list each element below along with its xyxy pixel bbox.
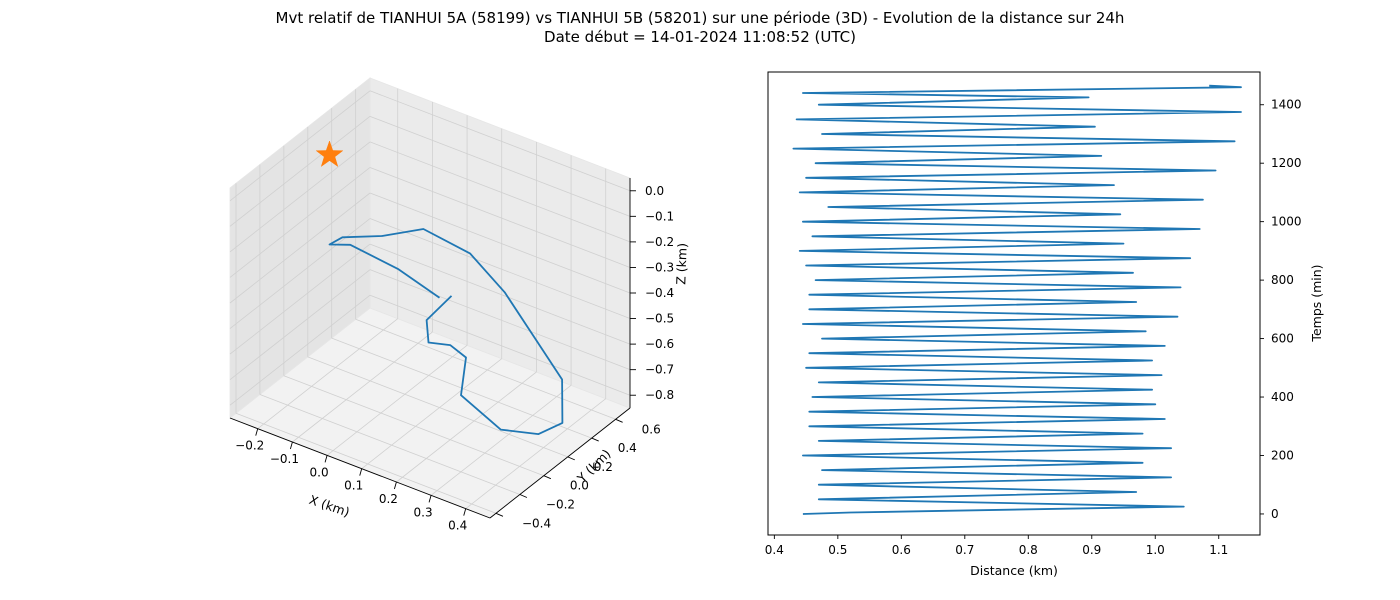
- y-tick-label: 600: [1271, 332, 1294, 346]
- plot-distance-vs-time: 0.4 0.5 0.6 0.7 0.8 0.9 1.0 1.1 0 200 400 600 800 10…: [765, 71, 1324, 578]
- grid-line-z: [369, 192, 631, 294]
- grid-line-x: [257, 318, 398, 429]
- distance-series-line: [792, 84, 1242, 515]
- z-tick-label-3d: −0.2: [645, 235, 674, 249]
- y-tick-label: 800: [1271, 273, 1294, 287]
- grid-line-y: [307, 356, 568, 458]
- grid-line-z: [229, 116, 371, 227]
- grid-line-z: [229, 141, 371, 253]
- x-tick-label-3d: 0.1: [344, 479, 363, 493]
- y-tick-3d: [495, 512, 504, 517]
- figure-title-line-2: Date début = 14-01-2024 11:08:52 (UTC): [544, 28, 856, 46]
- x-tick-label-3d: −0.1: [270, 452, 299, 466]
- y-axis-line-3d: [489, 407, 631, 519]
- grid-line-x: [430, 385, 572, 496]
- grid-line-x: [396, 371, 537, 483]
- y-tick-label-3d: 0.6: [642, 422, 661, 436]
- figure-title-line-1: Mvt relatif de TIANHUI 5A (58199) vs TIA…: [275, 9, 1125, 27]
- x-tick-label: 0.9: [1082, 543, 1101, 557]
- grid-line-z: [229, 192, 371, 304]
- x-tick-label: 0.6: [892, 543, 911, 557]
- grid-line-z: [369, 141, 631, 243]
- x-tick-label-3d: 0.0: [310, 465, 329, 479]
- y-tick-label: 1000: [1271, 215, 1302, 229]
- x-tick-3d: [463, 508, 467, 516]
- grid-line-z: [229, 269, 371, 380]
- grid-line-y: [259, 394, 521, 495]
- y-tick-label: 1200: [1271, 156, 1302, 170]
- y-tick-3d: [567, 456, 575, 461]
- z-tick-label-3d: −0.1: [645, 209, 674, 223]
- x-tick-3d: [428, 495, 432, 503]
- x-axis-label: Distance (km): [970, 563, 1058, 578]
- x-tick-label: 1.1: [1209, 543, 1228, 557]
- x-tick-3d: [289, 441, 293, 450]
- x-tick-3d: [255, 428, 259, 436]
- grid-line-x: [292, 331, 433, 443]
- x-tick-label-3d: 0.2: [379, 492, 398, 506]
- y-tick-label-3d: −0.2: [546, 497, 575, 511]
- x-tick-3d: [324, 455, 328, 463]
- grid-line-z: [369, 218, 631, 319]
- x-tick-label: 0.8: [1019, 543, 1038, 557]
- z-tick-label-3d: −0.3: [645, 260, 674, 274]
- grid-line-z: [369, 243, 631, 345]
- y-tick-label: 200: [1271, 448, 1294, 462]
- z-axis-label-3d: Z (km): [673, 243, 689, 285]
- grid-line-x: [361, 358, 502, 469]
- grid-line-x: [465, 398, 606, 509]
- x-axis-label-3d: X (km): [307, 492, 351, 520]
- y-tick-label-3d: 0.2: [594, 460, 613, 474]
- grid-line-x: [326, 345, 468, 456]
- grid-line-z: [369, 294, 631, 396]
- grid-line-z: [369, 115, 631, 217]
- grid-line-z: [369, 90, 631, 192]
- z-tick-label-3d: −0.7: [645, 363, 674, 377]
- trajectory-line: [328, 228, 564, 436]
- grid-line-z: [229, 243, 371, 355]
- grid-line-z: [369, 167, 631, 268]
- x-tick-3d: [393, 481, 397, 490]
- grid-line-y: [235, 412, 497, 514]
- plot-frame: [767, 71, 1261, 536]
- x-tick-label: 1.0: [1146, 543, 1165, 557]
- z-tick-label-3d: −0.5: [645, 312, 674, 326]
- x-tick-label-3d: 0.4: [448, 519, 467, 533]
- y-tick-label-3d: 0.4: [618, 441, 637, 455]
- grid-line-z: [229, 294, 371, 406]
- z-tick-label-3d: −0.4: [645, 286, 674, 300]
- grid-line-y: [355, 318, 616, 420]
- x-tick-label: 0.4: [765, 543, 784, 557]
- y-tick-label-3d: −0.4: [522, 516, 551, 530]
- x-tick-label-3d: 0.3: [414, 505, 433, 519]
- grid-line-z: [369, 269, 631, 371]
- x-tick-label: 0.5: [828, 543, 847, 557]
- y-tick-3d: [615, 418, 623, 423]
- axis-ticks-3d: −0.2 −0.1 0.0 0.1 0.2 0.3 0.4 −0.4 −0.2 0.0 0.2 0.4…: [229, 178, 674, 533]
- trajectory-3d: [315, 140, 564, 436]
- x-tick-label-3d: −0.2: [235, 439, 264, 453]
- y-tick-label: 400: [1271, 390, 1294, 404]
- z-tick-label-3d: −0.8: [645, 388, 674, 402]
- y-axis-label: Temps (min): [1309, 264, 1324, 342]
- grid-line-z: [229, 167, 371, 278]
- y-tick-3d: [591, 437, 599, 442]
- x-axis-line-3d: [229, 417, 491, 519]
- y-tick-3d: [519, 494, 528, 498]
- x-tick-3d: [359, 468, 363, 476]
- x-tick-label: 0.7: [955, 543, 974, 557]
- y-axis-ticks: 0 200 400 600 800 1000 1200 1400: [1260, 98, 1302, 521]
- start-marker-star: [315, 140, 344, 168]
- plot-3d-trajectory: −0.2 −0.1 0.0 0.1 0.2 0.3 0.4 −0.4 −0.2 0.0 0.2 0.4…: [229, 77, 690, 533]
- y-tick-label-3d: 0.0: [570, 479, 589, 493]
- z-tick-label-3d: 0.0: [645, 184, 664, 198]
- x-axis-ticks: 0.4 0.5 0.6 0.7 0.8 0.9 1.0 1.1: [765, 535, 1228, 557]
- y-tick-label: 0: [1271, 507, 1279, 521]
- y-tick-3d: [543, 475, 552, 480]
- z-tick-label-3d: −0.6: [645, 337, 674, 351]
- grid-line-z: [229, 90, 371, 202]
- y-tick-label: 1400: [1271, 98, 1302, 112]
- grid-line-y: [283, 375, 544, 477]
